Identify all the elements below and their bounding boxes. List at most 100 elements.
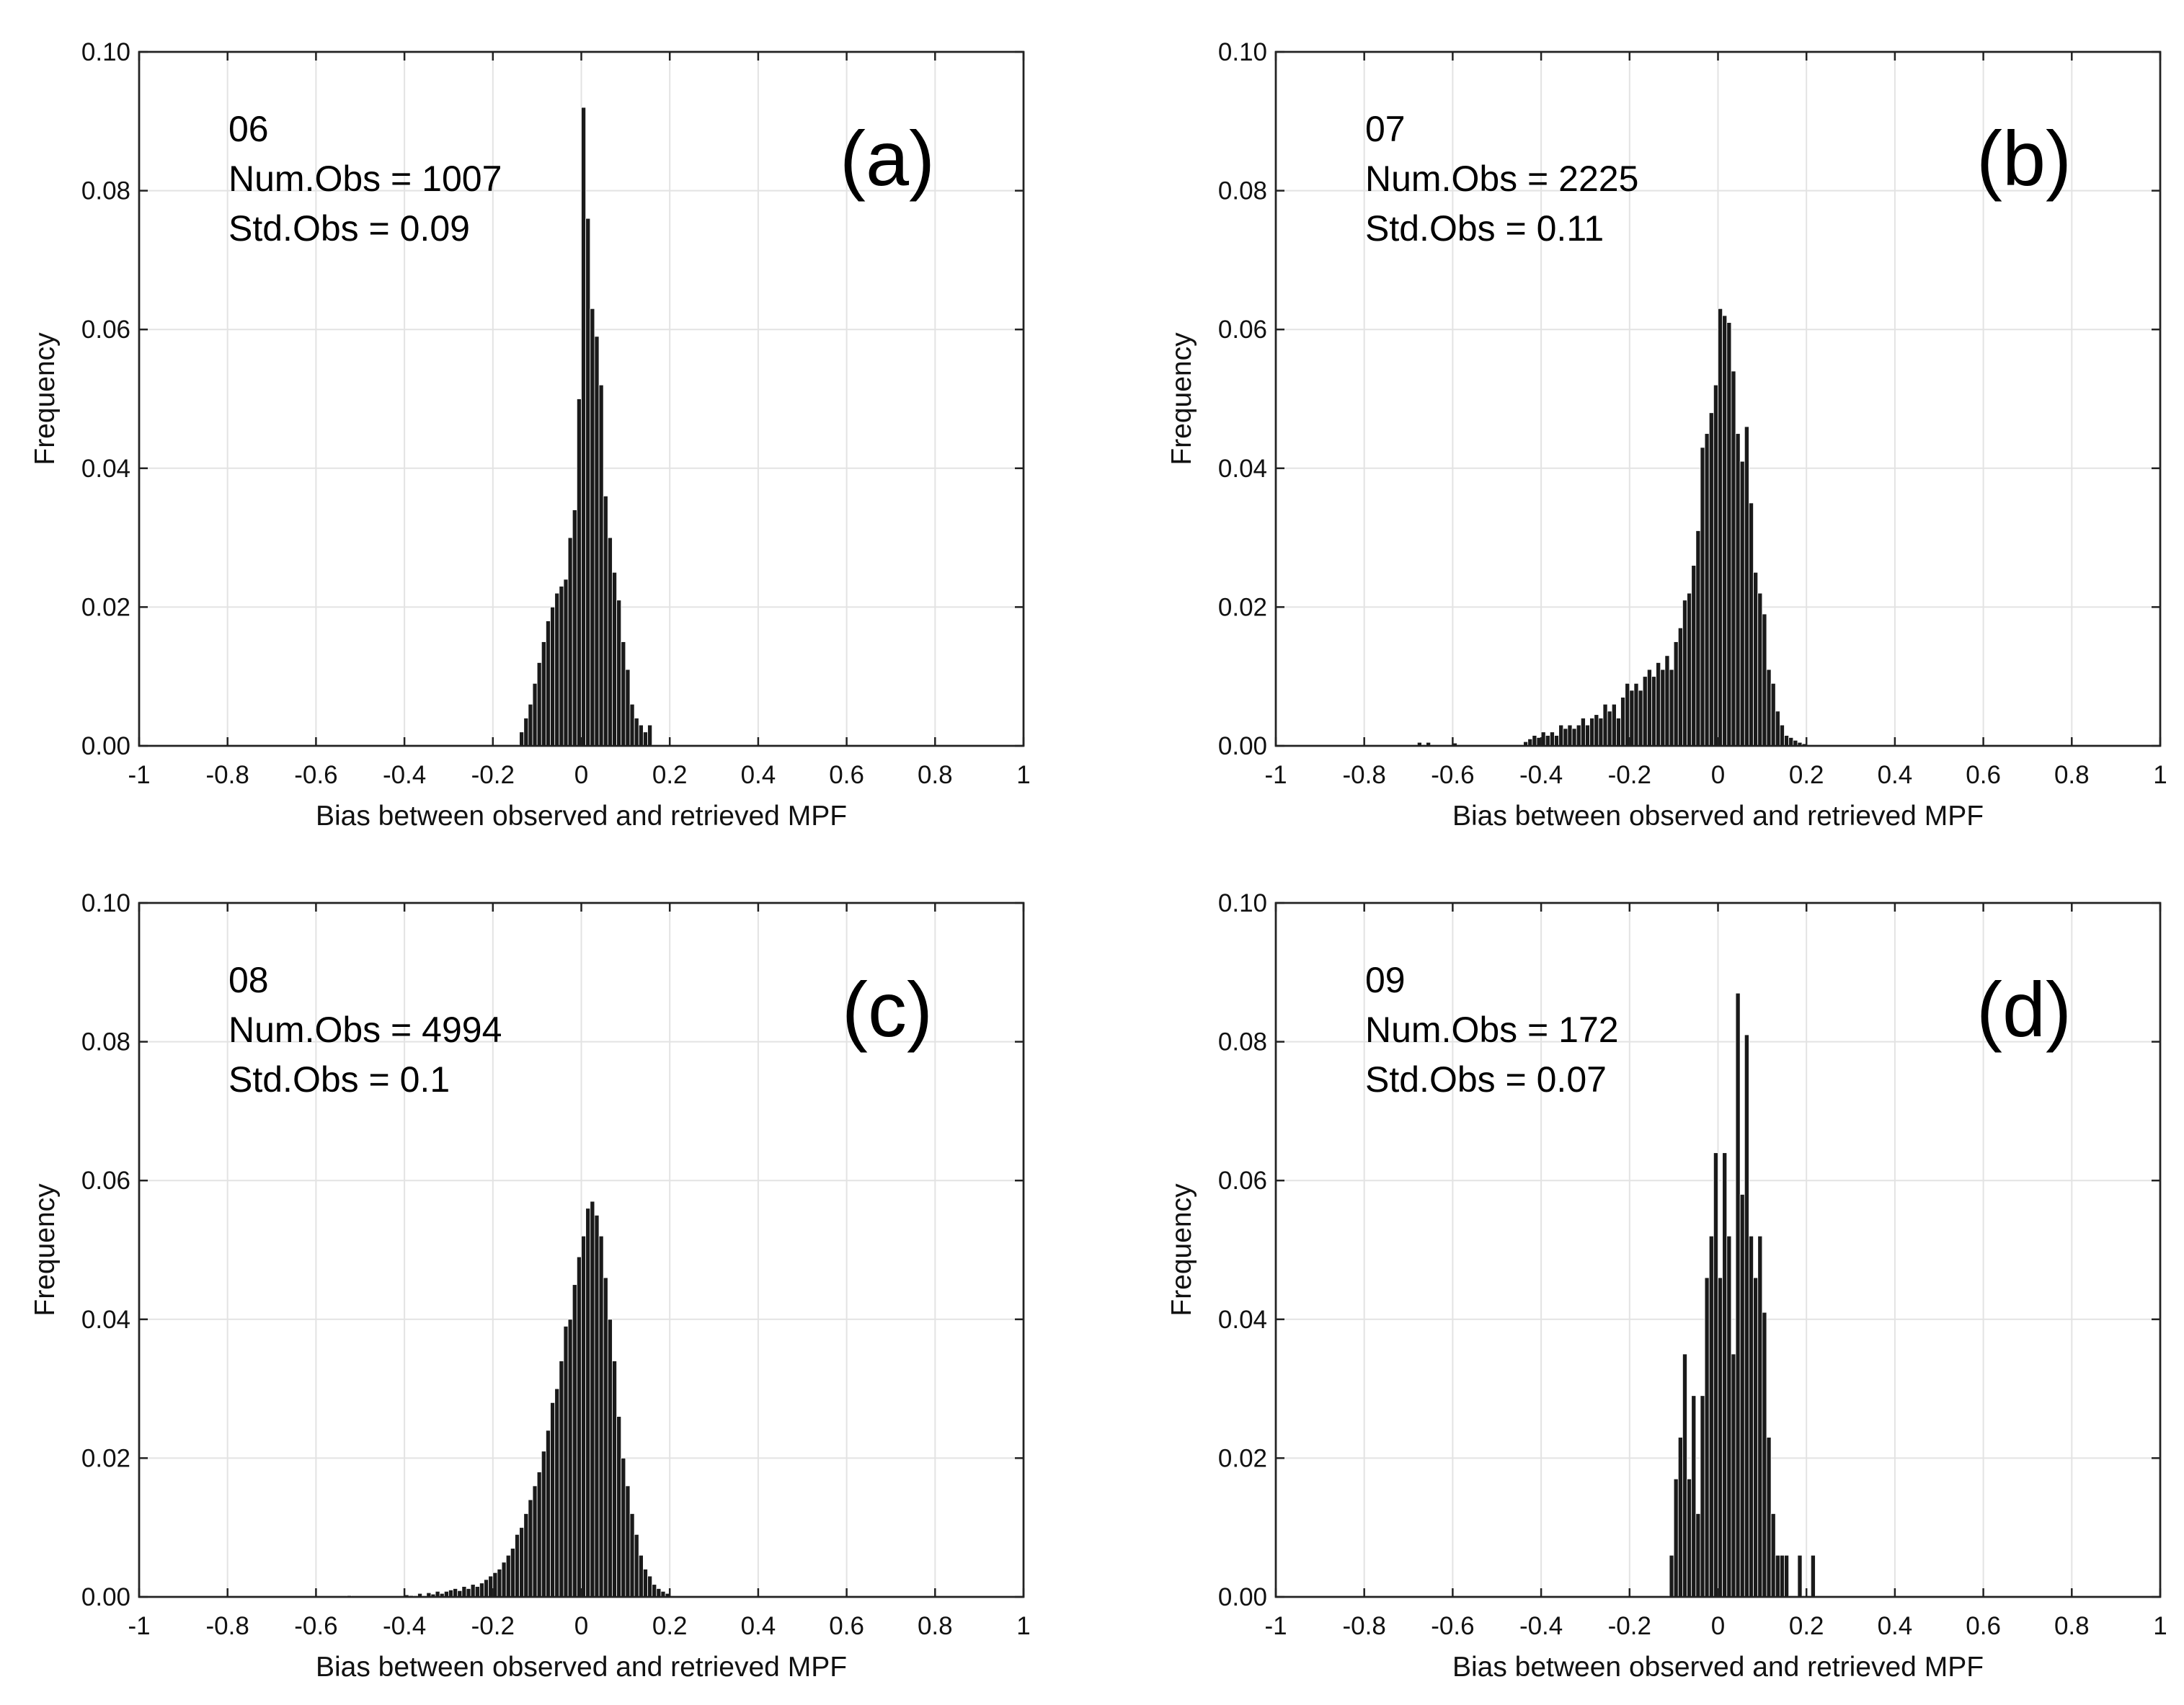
x-tick-label: -0.2 xyxy=(471,1612,515,1640)
std-obs-label: Std.Obs = 0.11 xyxy=(1365,208,1604,249)
y-tick-label: 0.06 xyxy=(1218,316,1267,344)
histogram-bar xyxy=(607,1319,613,1598)
gridlines xyxy=(1276,903,2160,1597)
histogram-bar xyxy=(523,718,529,747)
y-tick-label: 0.10 xyxy=(1218,889,1267,917)
histogram-bar xyxy=(572,1284,577,1598)
x-axis-label: Bias between observed and retrieved MPF xyxy=(316,801,847,832)
y-axis-label: Frequency xyxy=(30,332,61,466)
x-tick-label: 0 xyxy=(574,1612,588,1640)
histogram-bar xyxy=(554,1388,560,1598)
histogram-bar xyxy=(625,669,631,747)
x-tick-label: 0.2 xyxy=(652,761,688,789)
histogram-bar xyxy=(550,607,556,747)
histogram-bar xyxy=(1682,1353,1687,1598)
histogram-bar xyxy=(1762,1312,1767,1598)
histogram-bar xyxy=(567,1319,573,1598)
x-tick-label: -0.6 xyxy=(294,761,337,789)
histogram-bar xyxy=(638,724,644,747)
y-tick-label: 0.02 xyxy=(1218,593,1267,621)
histogram-bar xyxy=(1784,735,1790,747)
y-tick-label: 0.02 xyxy=(81,1444,130,1472)
x-axis-label: Bias between observed and retrieved MPF xyxy=(1452,801,1984,832)
histogram-bar xyxy=(1757,592,1763,747)
x-tick-label: -1 xyxy=(128,761,150,789)
histogram-bar xyxy=(1695,530,1701,747)
x-tick-label: 0.2 xyxy=(1789,1612,1824,1640)
y-tick-label: 0.02 xyxy=(81,593,130,621)
histogram-bar xyxy=(1677,1437,1683,1598)
x-tick-label: -0.8 xyxy=(1343,761,1386,789)
y-tick-label: 0.00 xyxy=(1218,1583,1267,1611)
histogram-bar xyxy=(1571,728,1577,747)
x-tick-label: -0.8 xyxy=(1343,1612,1386,1640)
x-tick-label: 1 xyxy=(1016,761,1030,789)
y-tick-label: 0.06 xyxy=(81,1167,130,1195)
histogram-bar xyxy=(1749,502,1754,747)
histogram-bar xyxy=(1545,735,1550,747)
histogram-bar xyxy=(1527,738,1533,747)
histogram-bar xyxy=(1731,1353,1736,1598)
month-label: 06 xyxy=(228,109,269,149)
num-obs-label: Num.Obs = 1007 xyxy=(228,159,502,199)
std-obs-label: Std.Obs = 0.1 xyxy=(228,1059,450,1100)
panel-tag-label: (d) xyxy=(1976,966,2072,1053)
x-tick-label: 0.8 xyxy=(2054,1612,2090,1640)
x-tick-label: 0.4 xyxy=(741,761,776,789)
histogram-bar xyxy=(528,1499,533,1598)
x-tick-label: -1 xyxy=(128,1612,150,1640)
month-label: 07 xyxy=(1365,109,1406,149)
histogram-bar xyxy=(1775,711,1780,747)
histogram-bar xyxy=(1695,1513,1701,1598)
histogram-bar xyxy=(656,1588,662,1598)
y-tick-label: 0.04 xyxy=(1218,1306,1267,1334)
histogram-bar xyxy=(1638,690,1643,747)
y-tick-label: 0.10 xyxy=(81,889,130,917)
x-tick-label: 1 xyxy=(1016,1612,1030,1640)
histogram-bar xyxy=(536,662,542,747)
histogram-bar xyxy=(519,1527,525,1598)
chart-panel-d: -1 -0.8 -0.6 -0.4 -0.2 0 0.2 0.4 0.6 0.8 1 0.00 0.02… xyxy=(1166,889,2167,1683)
x-tick-label: 0.4 xyxy=(1878,1612,1913,1640)
x-tick-label: 1 xyxy=(2153,1612,2167,1640)
num-obs-label: Num.Obs = 172 xyxy=(1365,1010,1619,1050)
histogram-bar xyxy=(1810,1554,1816,1598)
histogram-bar xyxy=(453,1588,458,1598)
y-tick-label: 0.02 xyxy=(1218,1444,1267,1472)
histogram-bar xyxy=(1704,433,1710,747)
histogram-bar xyxy=(1770,682,1776,747)
histogram-bar xyxy=(532,682,538,747)
histogram-bar xyxy=(1749,1235,1754,1598)
histogram-bar xyxy=(523,1513,529,1598)
x-tick-label: 1 xyxy=(2153,761,2167,789)
histogram-bar xyxy=(1669,1554,1674,1598)
histogram-bar xyxy=(466,1588,471,1598)
std-obs-label: Std.Obs = 0.09 xyxy=(228,208,470,249)
histogram-bar xyxy=(1704,1277,1710,1598)
histogram-bar xyxy=(598,1235,604,1598)
x-tick-label: 0 xyxy=(1711,761,1725,789)
histogram-bar xyxy=(1532,735,1537,747)
histogram-bar xyxy=(559,1361,564,1598)
histogram-bar xyxy=(546,1430,551,1598)
histogram-bar xyxy=(563,1326,569,1598)
histogram-bar xyxy=(474,1586,480,1598)
histogram-bar xyxy=(541,1451,546,1598)
x-tick-label: -1 xyxy=(1264,1612,1287,1640)
histogram-bar xyxy=(461,1586,467,1598)
histogram-bar xyxy=(1753,1277,1759,1598)
histogram-bar xyxy=(1598,718,1604,747)
histogram-bar xyxy=(612,571,617,747)
histogram-bar xyxy=(621,1458,626,1598)
histogram-bar xyxy=(515,1533,520,1598)
histogram-bar xyxy=(528,703,533,747)
histogram-bar xyxy=(629,1513,635,1598)
histogram-bar xyxy=(1585,724,1590,747)
x-axis-label: Bias between observed and retrieved MPF xyxy=(316,1652,847,1683)
histogram-bar xyxy=(1589,718,1595,747)
histogram-bar xyxy=(652,1584,657,1598)
month-label: 08 xyxy=(228,960,269,1000)
y-tick-label: 0.08 xyxy=(1218,177,1267,205)
x-tick-label: 0 xyxy=(1711,1612,1725,1640)
x-tick-label: 0.4 xyxy=(741,1612,776,1640)
